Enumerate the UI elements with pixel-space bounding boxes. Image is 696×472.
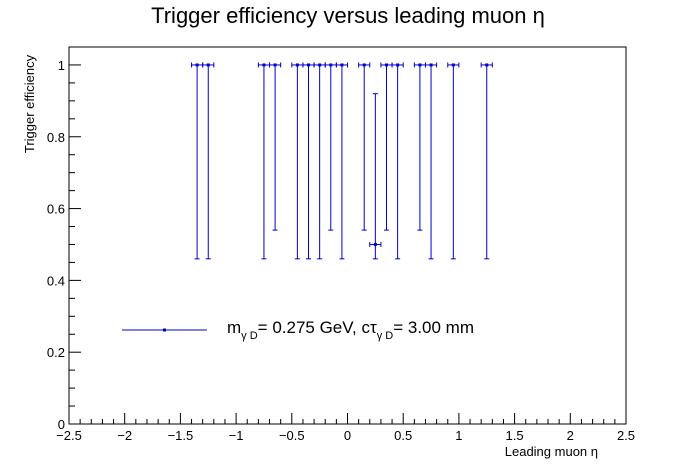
x-axis-label: Leading muon η — [505, 444, 598, 459]
legend: mγ D= 0.275 GeV, cτγ D= 3.00 mm — [122, 318, 474, 342]
point-marker — [273, 63, 277, 67]
x-tick-label: 0.5 — [394, 428, 412, 443]
y-axis-ticks — [69, 46, 81, 425]
y-axis-tick-labels: 0 0.2 0.4 0.6 0.8 1 — [47, 58, 65, 432]
data-point — [191, 62, 204, 260]
y-axis-label: Trigger efficiency — [22, 54, 37, 153]
data-points — [191, 62, 493, 260]
x-tick-label: 2 — [567, 428, 574, 443]
data-point — [480, 62, 493, 260]
data-point — [291, 62, 304, 260]
point-marker — [262, 63, 266, 67]
data-point — [324, 62, 337, 231]
point-marker — [307, 63, 311, 67]
x-tick-label: −1.5 — [168, 428, 194, 443]
x-tick-label: −2 — [117, 428, 132, 443]
chart-title: Trigger efficiency versus leading muon η — [151, 3, 545, 28]
point-marker — [206, 63, 210, 67]
y-tick-label: 0.8 — [47, 130, 65, 145]
data-point — [447, 62, 460, 260]
point-marker — [340, 63, 344, 67]
data-point — [391, 62, 404, 260]
legend-m-rest: = 0.275 GeV, cτ — [258, 318, 377, 337]
data-point — [424, 62, 438, 260]
x-tick-label: −2.5 — [56, 428, 82, 443]
point-marker — [329, 63, 333, 67]
point-marker — [418, 63, 422, 67]
data-point — [257, 62, 271, 260]
legend-label: mγ D= 0.275 GeV, cτγ D= 3.00 mm — [227, 318, 474, 342]
y-tick-label: 0.4 — [47, 273, 65, 288]
legend-c-sub: γ D — [377, 330, 394, 342]
data-point — [335, 62, 348, 260]
point-marker — [451, 63, 455, 67]
x-tick-label: 2.5 — [617, 428, 635, 443]
data-point — [269, 62, 282, 231]
data-point — [380, 62, 393, 231]
legend-marker — [163, 328, 166, 332]
y-tick-label: 0.2 — [47, 345, 65, 360]
point-marker — [195, 63, 199, 67]
y-tick-label: 0 — [58, 417, 65, 432]
point-marker — [384, 63, 388, 67]
legend-c-rest: = 3.00 mm — [393, 318, 474, 337]
point-marker — [429, 63, 433, 67]
y-tick-label: 1 — [58, 58, 65, 73]
point-marker — [318, 63, 322, 67]
x-tick-label: −1 — [229, 428, 244, 443]
data-point — [369, 93, 382, 260]
y-tick-label: 0.6 — [47, 202, 65, 217]
point-marker — [485, 63, 489, 67]
x-tick-label: 1.5 — [506, 428, 524, 443]
x-tick-label: −0.5 — [279, 428, 305, 443]
legend-m: m — [227, 318, 241, 337]
data-point — [202, 62, 215, 260]
point-marker — [396, 63, 400, 67]
data-point — [302, 62, 315, 260]
data-point — [313, 62, 326, 260]
x-axis-ticks — [68, 413, 627, 424]
x-tick-label: 1 — [455, 428, 462, 443]
x-tick-label: 0 — [344, 428, 351, 443]
point-marker — [362, 63, 366, 67]
legend-m-sub: γ D — [241, 330, 258, 342]
point-marker — [295, 63, 299, 67]
plot-frame — [68, 46, 627, 425]
point-marker — [373, 242, 377, 246]
data-point — [413, 62, 426, 231]
data-point — [358, 62, 371, 231]
x-axis-tick-labels: −2.5 −2 −1.5 −1 −0.5 0 0.5 1 1.5 2 2.5 — [56, 428, 635, 443]
